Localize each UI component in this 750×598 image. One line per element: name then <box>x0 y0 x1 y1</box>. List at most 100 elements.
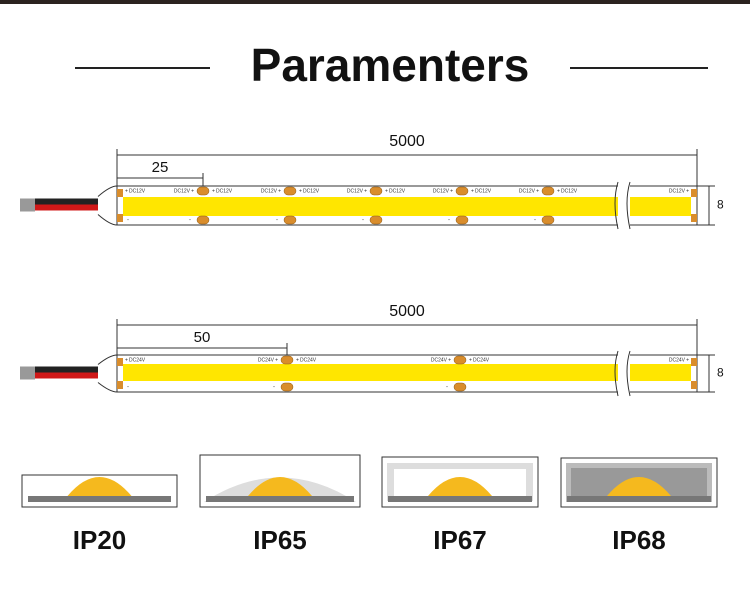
wire-black <box>20 366 110 373</box>
pad-label: DC12V <box>519 188 536 194</box>
pad-label: + <box>557 188 560 194</box>
pad-label: DC12V <box>216 188 233 194</box>
pcb <box>206 496 354 502</box>
pad-label: - <box>273 385 275 391</box>
width-label: 8 <box>717 366 724 380</box>
solder-pad <box>280 382 294 392</box>
pad-label: + <box>275 357 278 363</box>
pad-label: - <box>189 218 191 224</box>
pad-label: + <box>686 188 689 194</box>
pad-label: DC12V <box>669 188 686 194</box>
pad-label: + <box>364 188 367 194</box>
led-band <box>123 197 691 216</box>
pad-label: + <box>469 357 472 363</box>
end-pad <box>691 358 697 366</box>
pad-label: + <box>278 188 281 194</box>
pad-label: DC12V <box>561 188 578 194</box>
led-phosphor <box>248 477 312 496</box>
pad-label: + <box>125 357 128 363</box>
wire-end <box>20 198 35 212</box>
pad-label: - <box>448 218 450 224</box>
solder-pad <box>453 382 467 392</box>
title: Paramenters <box>251 39 530 91</box>
pad-label: + <box>471 188 474 194</box>
pad-label: DC24V <box>129 357 146 363</box>
solder-pad <box>455 215 469 225</box>
led-phosphor <box>428 477 492 496</box>
pad-label: - <box>362 218 364 224</box>
pitch-label: 25 <box>152 159 169 176</box>
end-pad <box>117 358 123 366</box>
solder-pad <box>196 215 210 225</box>
end-pad <box>117 189 123 197</box>
solder-pad <box>541 186 555 196</box>
pad-label: + <box>385 188 388 194</box>
pad-label: DC12V <box>174 188 191 194</box>
length-label: 5000 <box>389 303 425 320</box>
pad-label: - <box>127 385 129 391</box>
solder-pad <box>280 355 294 365</box>
end-pad <box>117 381 123 389</box>
end-pad <box>691 189 697 197</box>
pad-label: + <box>191 188 194 194</box>
pad-label: DC12V <box>347 188 364 194</box>
pad-label: DC24V <box>669 357 686 363</box>
pad-label: DC12V <box>475 188 492 194</box>
end-pad <box>117 214 123 222</box>
pad-label: DC24V <box>431 357 448 363</box>
solder-pad <box>369 215 383 225</box>
rating-label: IP20 <box>73 525 127 555</box>
wire-black <box>20 198 110 205</box>
pcb <box>567 496 711 502</box>
cable-sleeve <box>97 185 118 226</box>
width-label: 8 <box>717 198 724 212</box>
end-pad <box>691 214 697 222</box>
wire-red <box>35 372 110 379</box>
pad-label: + <box>448 357 451 363</box>
break-mark <box>614 181 631 230</box>
solder-pad <box>196 186 210 196</box>
cable-sleeve <box>97 354 118 393</box>
pad-label: - <box>446 385 448 391</box>
pad-label: + <box>686 357 689 363</box>
solder-pad <box>369 186 383 196</box>
solder-pad <box>283 186 297 196</box>
wire-end <box>20 366 35 380</box>
pad-label: + <box>125 188 128 194</box>
pad-label: + <box>299 188 302 194</box>
pcb <box>28 496 171 502</box>
led-phosphor <box>67 477 132 496</box>
pad-label: DC12V <box>433 188 450 194</box>
rating-label: IP67 <box>433 525 487 555</box>
pad-label: - <box>534 218 536 224</box>
pad-label: DC12V <box>303 188 320 194</box>
pad-label: - <box>276 218 278 224</box>
solder-pad <box>541 215 555 225</box>
pad-label: - <box>127 218 129 224</box>
solder-pad <box>453 355 467 365</box>
pitch-label: 50 <box>194 329 211 346</box>
pcb <box>388 496 532 502</box>
rating-label: IP65 <box>253 525 307 555</box>
pad-label: + <box>450 188 453 194</box>
rating-label: IP68 <box>612 525 666 555</box>
pad-label: DC24V <box>258 357 275 363</box>
pad-label: + <box>536 188 539 194</box>
end-pad <box>691 381 697 389</box>
pad-label: DC24V <box>473 357 490 363</box>
led-band <box>123 364 691 381</box>
pad-label: DC24V <box>300 357 317 363</box>
solder-pad <box>455 186 469 196</box>
pad-label: DC12V <box>389 188 406 194</box>
wire-red <box>35 204 110 211</box>
pad-label: + <box>212 188 215 194</box>
length-label: 5000 <box>389 133 425 150</box>
led-phosphor <box>607 477 671 496</box>
break-mark <box>614 350 631 397</box>
pad-label: DC12V <box>261 188 278 194</box>
pad-label: DC12V <box>129 188 146 194</box>
pad-label: + <box>296 357 299 363</box>
solder-pad <box>283 215 297 225</box>
top-bar <box>0 0 750 4</box>
